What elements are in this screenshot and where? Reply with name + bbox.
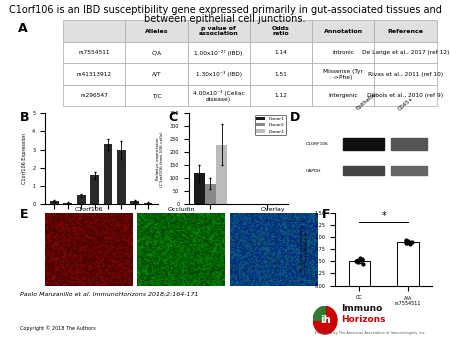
Text: Paolo Manzanillo et al. ImmunoHorizons 2018;2:164-171: Paolo Manzanillo et al. ImmunoHorizons 2… bbox=[20, 291, 199, 296]
Text: F: F bbox=[322, 208, 331, 221]
Point bbox=[408, 239, 415, 244]
Point bbox=[359, 256, 366, 262]
Point bbox=[405, 240, 412, 245]
Text: ih: ih bbox=[320, 315, 330, 325]
Bar bbox=[391, 166, 428, 175]
Text: C: C bbox=[169, 111, 178, 124]
Bar bbox=[342, 166, 384, 175]
Text: E: E bbox=[20, 208, 29, 221]
Bar bbox=[342, 138, 384, 150]
Text: Published by The American Association of Immunologists, Inc.: Published by The American Association of… bbox=[315, 331, 426, 335]
Point bbox=[354, 260, 361, 265]
Point bbox=[358, 257, 365, 263]
Legend: Donor1, Donor2, Donor3: Donor1, Donor2, Donor3 bbox=[255, 116, 286, 135]
Point bbox=[402, 238, 410, 244]
Bar bbox=[50, 201, 59, 204]
Bar bbox=[205, 184, 216, 204]
Title: Overlay: Overlay bbox=[261, 207, 286, 212]
Bar bbox=[104, 144, 112, 204]
Bar bbox=[90, 175, 99, 204]
Text: C1orf106 is an IBD susceptibility gene expressed primarily in gut-associated tis: C1orf106 is an IBD susceptibility gene e… bbox=[9, 5, 441, 15]
Bar bbox=[216, 145, 227, 204]
Title: C1orf106: C1orf106 bbox=[75, 207, 103, 212]
Point bbox=[406, 240, 414, 246]
Bar bbox=[144, 203, 153, 204]
Point bbox=[359, 261, 366, 266]
Bar bbox=[130, 201, 139, 204]
Text: C1ORF106: C1ORF106 bbox=[306, 142, 329, 146]
Point bbox=[404, 238, 411, 243]
Bar bbox=[349, 261, 370, 286]
Text: GAPDH: GAPDH bbox=[306, 169, 321, 173]
Bar bbox=[63, 203, 72, 204]
Title: Occludin: Occludin bbox=[167, 207, 195, 212]
Point bbox=[357, 255, 364, 260]
Text: Epithelial: Epithelial bbox=[356, 92, 378, 112]
Wedge shape bbox=[313, 307, 325, 320]
Text: Immuno: Immuno bbox=[341, 304, 382, 313]
Text: CD45+: CD45+ bbox=[397, 95, 415, 112]
Point bbox=[358, 258, 365, 263]
Text: Horizons: Horizons bbox=[341, 315, 385, 324]
Text: Copyright © 2018 The Authors: Copyright © 2018 The Authors bbox=[20, 325, 96, 331]
Bar bbox=[194, 173, 205, 204]
Text: A: A bbox=[18, 22, 27, 35]
Point bbox=[404, 239, 411, 245]
Text: ih: ih bbox=[320, 315, 330, 325]
Y-axis label: Relative expression
(C1orf106 from 106 cells): Relative expression (C1orf106 from 106 c… bbox=[156, 131, 164, 187]
Y-axis label: C1orf106 Expression: C1orf106 Expression bbox=[22, 134, 27, 184]
Text: *: * bbox=[381, 211, 386, 221]
Bar bbox=[397, 242, 418, 286]
Point bbox=[404, 241, 411, 246]
Text: D: D bbox=[290, 111, 301, 124]
Text: between epithelial cell junctions.: between epithelial cell junctions. bbox=[144, 14, 306, 24]
Point bbox=[352, 259, 359, 264]
Text: B: B bbox=[20, 111, 30, 124]
Point bbox=[402, 237, 410, 242]
Point bbox=[406, 242, 414, 247]
Circle shape bbox=[313, 307, 337, 334]
Bar bbox=[117, 150, 126, 204]
Bar bbox=[391, 138, 428, 150]
Point bbox=[354, 259, 361, 264]
Point bbox=[403, 240, 410, 246]
Y-axis label: Relative expression
(C1orf106/Actin): Relative expression (C1orf106/Actin) bbox=[301, 228, 309, 271]
Bar bbox=[77, 195, 86, 204]
